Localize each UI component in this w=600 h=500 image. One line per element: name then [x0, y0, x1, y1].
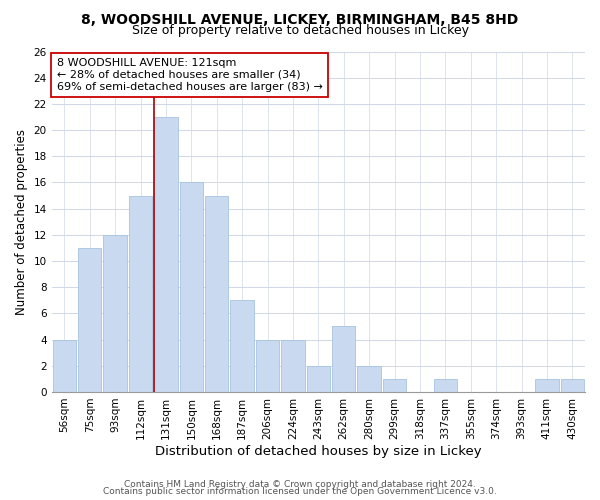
Bar: [205, 196, 229, 392]
Text: Contains HM Land Registry data © Crown copyright and database right 2024.: Contains HM Land Registry data © Crown c…: [124, 480, 476, 489]
Bar: [154, 117, 178, 392]
Text: Contains public sector information licensed under the Open Government Licence v3: Contains public sector information licen…: [103, 487, 497, 496]
Bar: [332, 326, 355, 392]
Bar: [383, 379, 406, 392]
Text: 8 WOODSHILL AVENUE: 121sqm
← 28% of detached houses are smaller (34)
69% of semi: 8 WOODSHILL AVENUE: 121sqm ← 28% of deta…: [57, 58, 323, 92]
Bar: [434, 379, 457, 392]
X-axis label: Distribution of detached houses by size in Lickey: Distribution of detached houses by size …: [155, 444, 482, 458]
Bar: [78, 248, 101, 392]
Bar: [53, 340, 76, 392]
Bar: [103, 235, 127, 392]
Bar: [281, 340, 305, 392]
Text: Size of property relative to detached houses in Lickey: Size of property relative to detached ho…: [131, 24, 469, 37]
Text: 8, WOODSHILL AVENUE, LICKEY, BIRMINGHAM, B45 8HD: 8, WOODSHILL AVENUE, LICKEY, BIRMINGHAM,…: [82, 12, 518, 26]
Bar: [129, 196, 152, 392]
Y-axis label: Number of detached properties: Number of detached properties: [15, 128, 28, 314]
Bar: [560, 379, 584, 392]
Bar: [307, 366, 330, 392]
Bar: [256, 340, 279, 392]
Bar: [358, 366, 381, 392]
Bar: [535, 379, 559, 392]
Bar: [179, 182, 203, 392]
Bar: [230, 300, 254, 392]
